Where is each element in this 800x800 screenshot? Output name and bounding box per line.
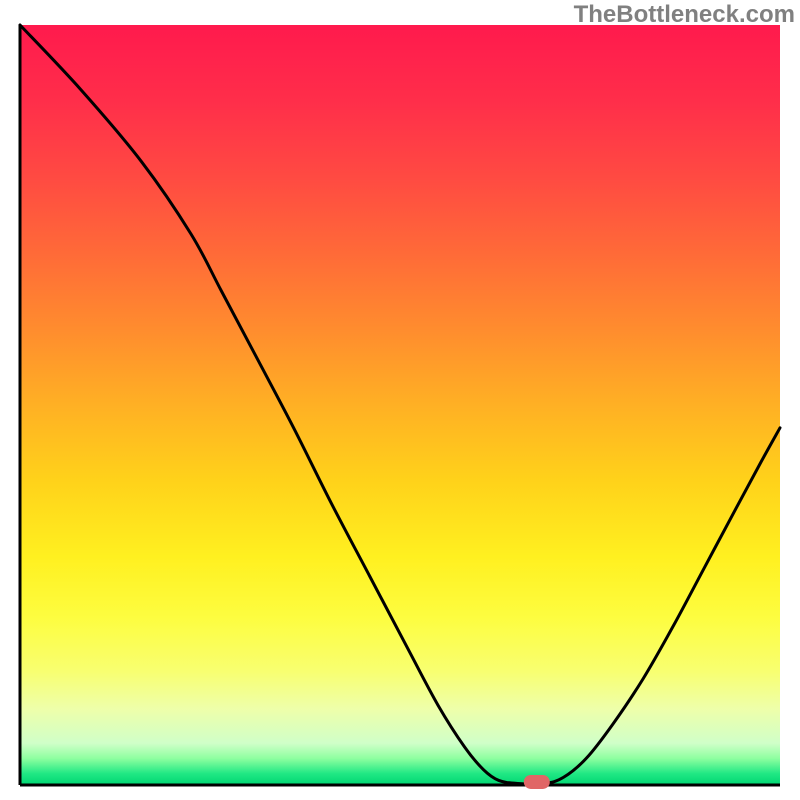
bottleneck-chart: TheBottleneck.com — [0, 0, 800, 800]
optimum-marker — [524, 775, 550, 789]
plot-background — [20, 25, 780, 785]
chart-svg: TheBottleneck.com — [0, 0, 800, 800]
watermark-text: TheBottleneck.com — [574, 1, 795, 28]
